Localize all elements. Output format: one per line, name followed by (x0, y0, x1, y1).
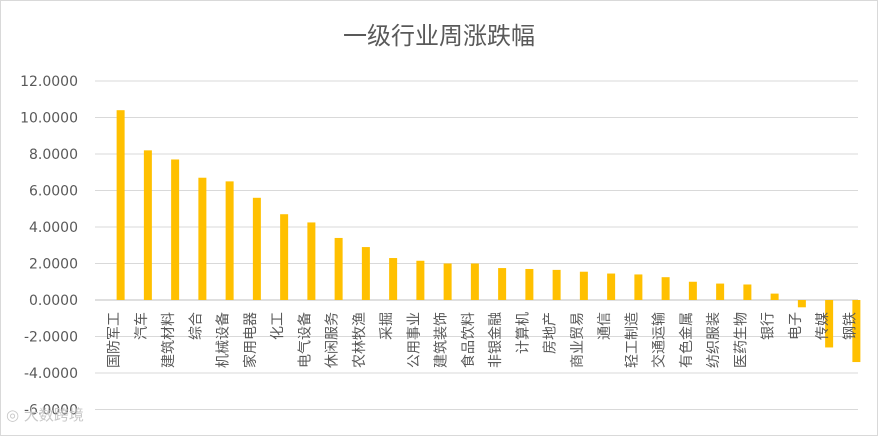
bar (389, 258, 398, 300)
bar (171, 159, 180, 300)
bar (143, 150, 152, 300)
bar (470, 263, 479, 300)
watermark-text: 大数跨境 (23, 406, 84, 424)
watermark-logo: ◎ 大数跨境 (6, 404, 84, 425)
y-axis-ticks: 12.0000 10.0000 8.0000 6.0000 4.0000 2.0000 0.… (20, 74, 78, 419)
bar (579, 271, 588, 300)
x-tick-label: 房地产 (543, 312, 559, 354)
bar (361, 247, 370, 300)
bar (743, 284, 752, 300)
y-tick-label: 12.0000 (20, 74, 78, 90)
x-tick-label: 计算机 (515, 312, 531, 354)
bar (634, 274, 643, 300)
bar (225, 181, 234, 300)
gridlines (95, 80, 858, 410)
x-tick-label: 建筑材料 (161, 312, 177, 368)
y-tick-label: 6.0000 (29, 184, 78, 200)
y-tick-label: 0.0000 (29, 293, 78, 309)
bar (280, 214, 289, 300)
x-tick-label: 化工 (270, 312, 286, 340)
x-tick-label: 电子 (788, 312, 804, 340)
x-tick-label: 综合 (188, 312, 204, 340)
y-tick-label: 10.0000 (20, 111, 78, 127)
x-tick-label: 电气设备 (296, 312, 313, 368)
x-tick-label: 有色金属 (678, 312, 695, 368)
x-tick-label: 机械设备 (215, 312, 232, 368)
x-tick-label: 交通运输 (651, 312, 668, 368)
x-tick-label: 农林牧渔 (352, 312, 368, 368)
y-tick-label: 4.0000 (29, 220, 78, 236)
x-tick-label: 建筑装饰 (434, 312, 450, 368)
x-tick-label: 轻工制造 (624, 312, 640, 368)
bar (198, 177, 207, 300)
bars (116, 110, 861, 363)
bar (525, 268, 534, 300)
bar (334, 237, 343, 300)
y-tick-label: -4.0000 (24, 366, 78, 382)
x-tick-label: 食品饮料 (460, 312, 477, 368)
x-tick-label: 银行 (761, 312, 777, 340)
x-tick-label: 通信 (597, 312, 613, 340)
x-tick-label: 医药生物 (733, 312, 749, 368)
chart-title: 一级行业周涨跌幅 (343, 22, 535, 50)
bar (443, 263, 452, 300)
y-tick-label: 8.0000 (29, 147, 78, 163)
x-tick-label: 休闲服务 (325, 312, 341, 368)
bar (116, 110, 125, 300)
x-tick-label: 非银金融 (488, 312, 504, 368)
y-tick-label: -2.0000 (24, 330, 78, 346)
x-axis-labels: 国防军工 汽车 建筑材料 综合 机械设备 家用电器 化工 电气设备 休闲服务 农林牧渔 采掘 公用事业… (107, 312, 859, 368)
bar (852, 300, 861, 363)
x-tick-label: 传媒 (815, 312, 831, 340)
bar (770, 293, 779, 300)
x-tick-label: 采掘 (379, 312, 395, 340)
bar (498, 268, 507, 300)
watermark-icon: ◎ (6, 406, 24, 424)
x-tick-label: 纺织服装 (706, 312, 722, 368)
bar (307, 222, 316, 300)
bar (607, 273, 616, 300)
bar (716, 283, 725, 300)
x-tick-label: 汽车 (133, 312, 150, 340)
bar (688, 281, 697, 300)
bar (825, 300, 834, 348)
bar (661, 277, 670, 300)
x-tick-label: 钢铁 (842, 312, 858, 340)
y-tick-label: 2.0000 (29, 257, 78, 273)
x-tick-label: 公用事业 (406, 312, 422, 368)
bar (552, 269, 561, 300)
x-tick-label: 国防军工 (107, 312, 123, 368)
bar (797, 300, 806, 308)
bar (252, 197, 261, 300)
x-tick-label: 商业贸易 (570, 312, 586, 368)
bar (416, 260, 425, 300)
y-tick-label: -6.0000 (24, 403, 78, 419)
x-tick-label: 家用电器 (242, 312, 259, 368)
